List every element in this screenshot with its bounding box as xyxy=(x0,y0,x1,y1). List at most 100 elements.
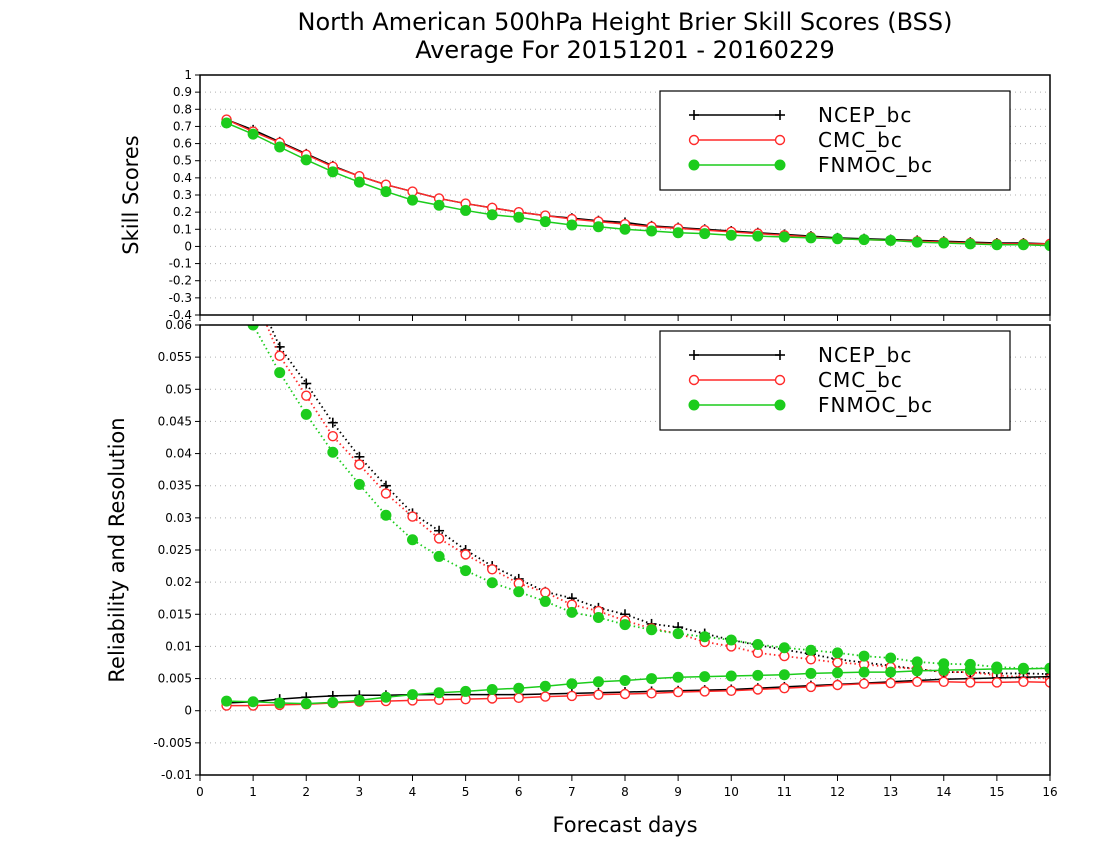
data-point xyxy=(885,677,896,689)
legend-marker xyxy=(689,110,699,120)
data-point xyxy=(646,225,658,237)
data-point xyxy=(726,685,737,696)
y-tick-label: 0.03 xyxy=(165,511,192,525)
y-tick-label: 0.2 xyxy=(173,205,192,219)
data-point xyxy=(274,141,286,153)
legend-label: CMC_bc xyxy=(818,128,903,152)
data-point xyxy=(249,288,258,297)
data-point xyxy=(646,624,658,636)
data-point xyxy=(222,224,232,234)
data-point xyxy=(858,666,870,678)
data-point xyxy=(566,219,578,231)
data-point xyxy=(460,549,471,560)
y-tick-label: -0.2 xyxy=(169,274,192,288)
x-tick-label: 11 xyxy=(777,785,792,799)
x-tick-label: 3 xyxy=(356,785,364,799)
legend-marker xyxy=(688,159,700,171)
data-point xyxy=(805,667,817,679)
data-point xyxy=(353,694,365,706)
data-point xyxy=(725,670,737,682)
data-point xyxy=(646,673,658,685)
data-point xyxy=(699,228,711,240)
data-point xyxy=(300,408,312,420)
data-point xyxy=(699,686,710,697)
y-tick-label: 0 xyxy=(184,704,192,718)
data-point xyxy=(805,644,817,656)
data-point xyxy=(274,350,285,362)
data-point xyxy=(832,667,843,679)
legend-entry: CMC_bc xyxy=(688,368,902,392)
data-point xyxy=(566,678,578,690)
y-tick-label: 0.015 xyxy=(158,607,192,621)
data-point xyxy=(460,565,472,577)
x-tick-label: 15 xyxy=(989,785,1004,799)
legend-label: FNMOC_bc xyxy=(818,153,933,177)
legend-marker xyxy=(774,374,786,386)
data-point xyxy=(353,176,365,188)
data-point xyxy=(407,689,418,701)
data-point xyxy=(725,229,737,241)
data-point xyxy=(832,679,843,691)
x-tick-label: 13 xyxy=(883,785,898,799)
data-point xyxy=(513,682,525,694)
data-point xyxy=(248,281,258,291)
legend-marker xyxy=(688,399,700,411)
series-FNMOC_bc-reliability xyxy=(222,243,1050,674)
legend-entry: FNMOC_bc xyxy=(688,153,933,177)
legend-entry: FNMOC_bc xyxy=(688,393,932,417)
data-point xyxy=(938,237,950,249)
data-point xyxy=(1045,669,1050,680)
data-point xyxy=(327,696,339,708)
x-tick-label: 5 xyxy=(462,785,470,799)
data-point xyxy=(805,232,817,244)
x-tick-label: 8 xyxy=(621,785,629,799)
data-point xyxy=(301,378,312,389)
data-point xyxy=(725,634,737,646)
data-point xyxy=(805,654,817,665)
series-CMC_bc-reliability xyxy=(249,288,1050,684)
legend-marker xyxy=(688,374,700,386)
y-tick-label: 0.01 xyxy=(165,639,192,653)
data-point xyxy=(592,612,604,623)
data-point xyxy=(407,534,418,546)
x-tick-label: 16 xyxy=(1042,785,1057,799)
data-point xyxy=(672,227,684,239)
data-point xyxy=(486,577,498,589)
data-point xyxy=(380,509,392,521)
y-tick-label: 0.02 xyxy=(165,575,192,589)
y-tick-label: 0.035 xyxy=(158,479,192,493)
legend-label: NCEP_bc xyxy=(818,343,912,367)
data-point xyxy=(460,685,472,697)
data-point xyxy=(1045,671,1050,682)
x-tick-label: 9 xyxy=(674,785,682,799)
data-point xyxy=(539,595,551,607)
y-tick-label: 0 xyxy=(184,239,192,253)
series-line xyxy=(226,675,1050,704)
data-point xyxy=(247,128,259,140)
y-tick-label: -0.3 xyxy=(169,291,192,305)
data-point xyxy=(222,243,232,253)
data-point xyxy=(592,676,604,688)
data-point xyxy=(327,446,339,458)
data-point xyxy=(513,692,524,704)
data-point xyxy=(991,239,1003,251)
data-point xyxy=(832,657,843,668)
y-tick-label: -0.005 xyxy=(153,736,192,750)
data-point xyxy=(619,688,631,700)
data-point xyxy=(540,691,551,702)
data-point xyxy=(1017,239,1029,251)
data-point xyxy=(938,664,950,676)
chart-subtitle: Average For 20151201 - 20160229 xyxy=(415,36,835,64)
data-point xyxy=(486,693,498,704)
data-point xyxy=(1017,663,1029,675)
y-tick-label: 0.8 xyxy=(173,102,192,116)
chart-title: North American 500hPa Height Brier Skill… xyxy=(298,8,953,36)
y-tick-label: 0.7 xyxy=(173,119,192,133)
data-point xyxy=(592,221,604,233)
data-point xyxy=(513,586,525,598)
legend-marker xyxy=(774,399,786,411)
panel-1-y-axis-label: Skill Scores xyxy=(119,135,143,254)
legend-marker xyxy=(775,350,785,360)
